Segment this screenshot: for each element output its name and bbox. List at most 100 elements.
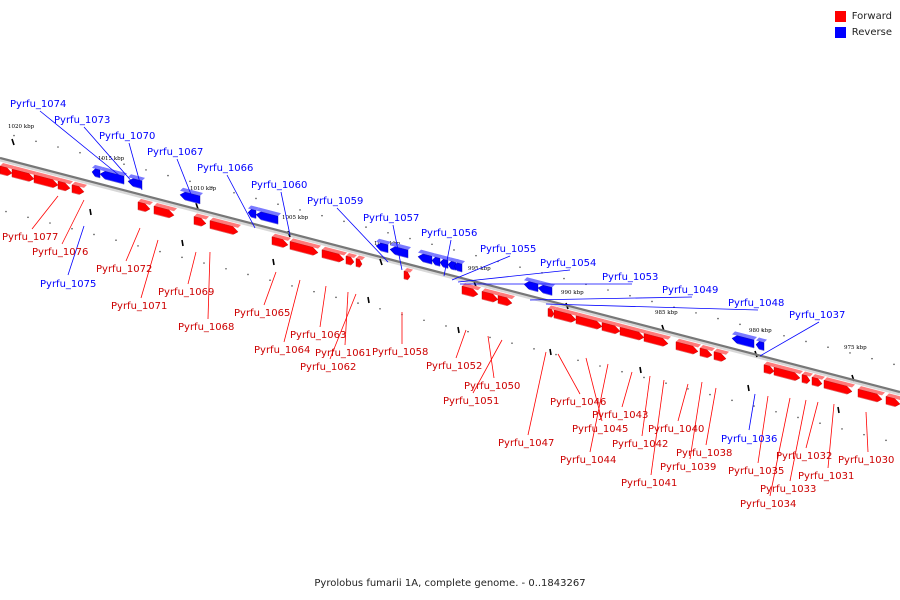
gene-label-forward[interactable]: Pyrfu_1035 bbox=[728, 466, 784, 477]
forward-gene[interactable] bbox=[811, 374, 825, 389]
forward-gene[interactable] bbox=[209, 217, 241, 237]
gene-label-reverse[interactable]: Pyrfu_1074 bbox=[10, 99, 66, 110]
forward-gene[interactable] bbox=[355, 255, 365, 269]
gene-label-forward[interactable]: Pyrfu_1061 bbox=[315, 348, 371, 359]
gene-label-reverse[interactable]: Pyrfu_1073 bbox=[54, 115, 110, 126]
forward-gene[interactable] bbox=[33, 171, 61, 190]
reverse-gene[interactable] bbox=[755, 337, 767, 352]
gene-label-forward[interactable]: Pyrfu_1050 bbox=[464, 381, 520, 392]
gene-label-forward[interactable]: Pyrfu_1062 bbox=[300, 362, 356, 373]
gene-label-forward[interactable]: Pyrfu_1077 bbox=[2, 232, 58, 243]
gene-label-reverse[interactable]: Pyrfu_1075 bbox=[40, 279, 96, 290]
gene-label-reverse[interactable]: Pyrfu_1036 bbox=[721, 434, 777, 445]
gene-label-reverse[interactable]: Pyrfu_1066 bbox=[197, 163, 253, 174]
gene-label-reverse[interactable]: Pyrfu_1060 bbox=[251, 180, 307, 191]
forward-gene[interactable] bbox=[675, 338, 701, 356]
gene-label-reverse[interactable]: Pyrfu_1037 bbox=[789, 310, 845, 321]
gene-label-forward[interactable]: Pyrfu_1042 bbox=[612, 439, 668, 450]
reverse-gene[interactable] bbox=[99, 167, 127, 185]
reverse-gene[interactable] bbox=[523, 277, 541, 293]
gene-label-forward[interactable]: Pyrfu_1030 bbox=[838, 455, 894, 466]
reverse-gene[interactable] bbox=[417, 249, 435, 265]
reverse-gene[interactable] bbox=[247, 205, 259, 220]
gene-label-forward[interactable]: Pyrfu_1043 bbox=[592, 410, 648, 421]
gene-label-reverse[interactable]: Pyrfu_1067 bbox=[147, 147, 203, 158]
forward-gene[interactable] bbox=[461, 283, 481, 299]
label-leader bbox=[319, 285, 327, 328]
forward-gene[interactable] bbox=[497, 292, 515, 308]
minor-tick bbox=[225, 267, 227, 270]
gene-label-forward[interactable]: Pyrfu_1044 bbox=[560, 455, 616, 466]
gene-label-forward[interactable]: Pyrfu_1040 bbox=[648, 424, 704, 435]
gene-label-forward[interactable]: Pyrfu_1038 bbox=[676, 448, 732, 459]
gene-label-forward[interactable]: Pyrfu_1032 bbox=[776, 451, 832, 462]
gene-label-forward[interactable]: Pyrfu_1069 bbox=[158, 287, 214, 298]
gene-label-forward[interactable]: Pyrfu_1071 bbox=[111, 301, 167, 312]
forward-gene[interactable] bbox=[823, 377, 855, 397]
gene-label-reverse[interactable]: Pyrfu_1056 bbox=[421, 228, 477, 239]
gene-label-reverse[interactable]: Pyrfu_1053 bbox=[602, 272, 658, 283]
forward-gene[interactable] bbox=[11, 166, 37, 184]
forward-gene[interactable] bbox=[773, 364, 803, 383]
gene-label-forward[interactable]: Pyrfu_1047 bbox=[498, 438, 554, 449]
gene-label-forward[interactable]: Pyrfu_1051 bbox=[443, 396, 499, 407]
forward-gene[interactable] bbox=[885, 393, 900, 409]
forward-gene[interactable] bbox=[619, 324, 647, 342]
gene-label-forward[interactable]: Pyrfu_1052 bbox=[426, 361, 482, 372]
forward-gene[interactable] bbox=[57, 178, 73, 193]
reverse-gene[interactable] bbox=[731, 331, 757, 349]
forward-gene[interactable] bbox=[643, 330, 671, 349]
gene-label-forward[interactable]: Pyrfu_1072 bbox=[96, 264, 152, 275]
gene-label-forward[interactable]: Pyrfu_1034 bbox=[740, 499, 796, 510]
gene-label-forward[interactable]: Pyrfu_1065 bbox=[234, 308, 290, 319]
gene-label-forward[interactable]: Pyrfu_1041 bbox=[621, 478, 677, 489]
forward-gene[interactable] bbox=[289, 238, 321, 258]
gene-label-reverse[interactable]: Pyrfu_1049 bbox=[662, 285, 718, 296]
gene-label-forward[interactable]: Pyrfu_1031 bbox=[798, 471, 854, 482]
forward-gene[interactable] bbox=[575, 312, 605, 332]
forward-gene[interactable] bbox=[0, 163, 15, 178]
forward-gene[interactable] bbox=[153, 203, 177, 220]
forward-gene[interactable] bbox=[547, 305, 557, 319]
gene-label-forward[interactable]: Pyrfu_1039 bbox=[660, 462, 716, 473]
gene-label-forward[interactable]: Pyrfu_1058 bbox=[372, 347, 428, 358]
forward-gene[interactable] bbox=[699, 345, 715, 360]
reverse-gene[interactable] bbox=[375, 238, 391, 254]
reverse-gene[interactable] bbox=[255, 207, 281, 225]
forward-gene[interactable] bbox=[321, 246, 347, 264]
gene-label-reverse[interactable]: Pyrfu_1054 bbox=[540, 258, 596, 269]
reverse-gene[interactable] bbox=[179, 187, 203, 205]
forward-gene[interactable] bbox=[553, 307, 579, 325]
gene-label-reverse[interactable]: Pyrfu_1057 bbox=[363, 213, 419, 224]
reverse-gene[interactable] bbox=[453, 259, 465, 273]
forward-gene[interactable] bbox=[403, 268, 413, 282]
reverse-gene[interactable] bbox=[127, 174, 145, 190]
gene-label-reverse[interactable]: Pyrfu_1055 bbox=[480, 244, 536, 255]
reverse-gene[interactable] bbox=[537, 280, 555, 297]
gene-label-reverse[interactable]: Pyrfu_1070 bbox=[99, 131, 155, 142]
gene-label-reverse[interactable]: Pyrfu_1059 bbox=[307, 196, 363, 207]
forward-gene[interactable] bbox=[801, 371, 813, 386]
forward-gene[interactable] bbox=[763, 361, 777, 376]
forward-gene[interactable] bbox=[481, 288, 501, 304]
gene-label-forward[interactable]: Pyrfu_1063 bbox=[290, 330, 346, 341]
forward-gene[interactable] bbox=[193, 213, 209, 229]
forward-gene[interactable] bbox=[713, 348, 729, 364]
gene-label-forward[interactable]: Pyrfu_1046 bbox=[550, 397, 606, 408]
label-leader bbox=[125, 227, 141, 262]
gene-label-forward[interactable]: Pyrfu_1045 bbox=[572, 424, 628, 435]
forward-gene[interactable] bbox=[137, 198, 153, 214]
forward-gene[interactable] bbox=[601, 319, 623, 336]
gene-label-forward[interactable]: Pyrfu_1033 bbox=[760, 484, 816, 495]
forward-gene[interactable] bbox=[271, 233, 291, 250]
gene-label-forward[interactable]: Pyrfu_1076 bbox=[32, 247, 88, 258]
forward-gene[interactable] bbox=[857, 386, 885, 404]
forward-gene[interactable] bbox=[71, 181, 87, 197]
forward-gene[interactable] bbox=[345, 252, 357, 267]
gene-label-forward[interactable]: Pyrfu_1068 bbox=[178, 322, 234, 333]
reverse-gene[interactable] bbox=[431, 253, 443, 267]
gene-label-forward[interactable]: Pyrfu_1064 bbox=[254, 345, 310, 356]
gene-label-reverse[interactable]: Pyrfu_1048 bbox=[728, 298, 784, 309]
reverse-gene[interactable] bbox=[389, 242, 411, 259]
reverse-gene[interactable] bbox=[91, 164, 103, 179]
